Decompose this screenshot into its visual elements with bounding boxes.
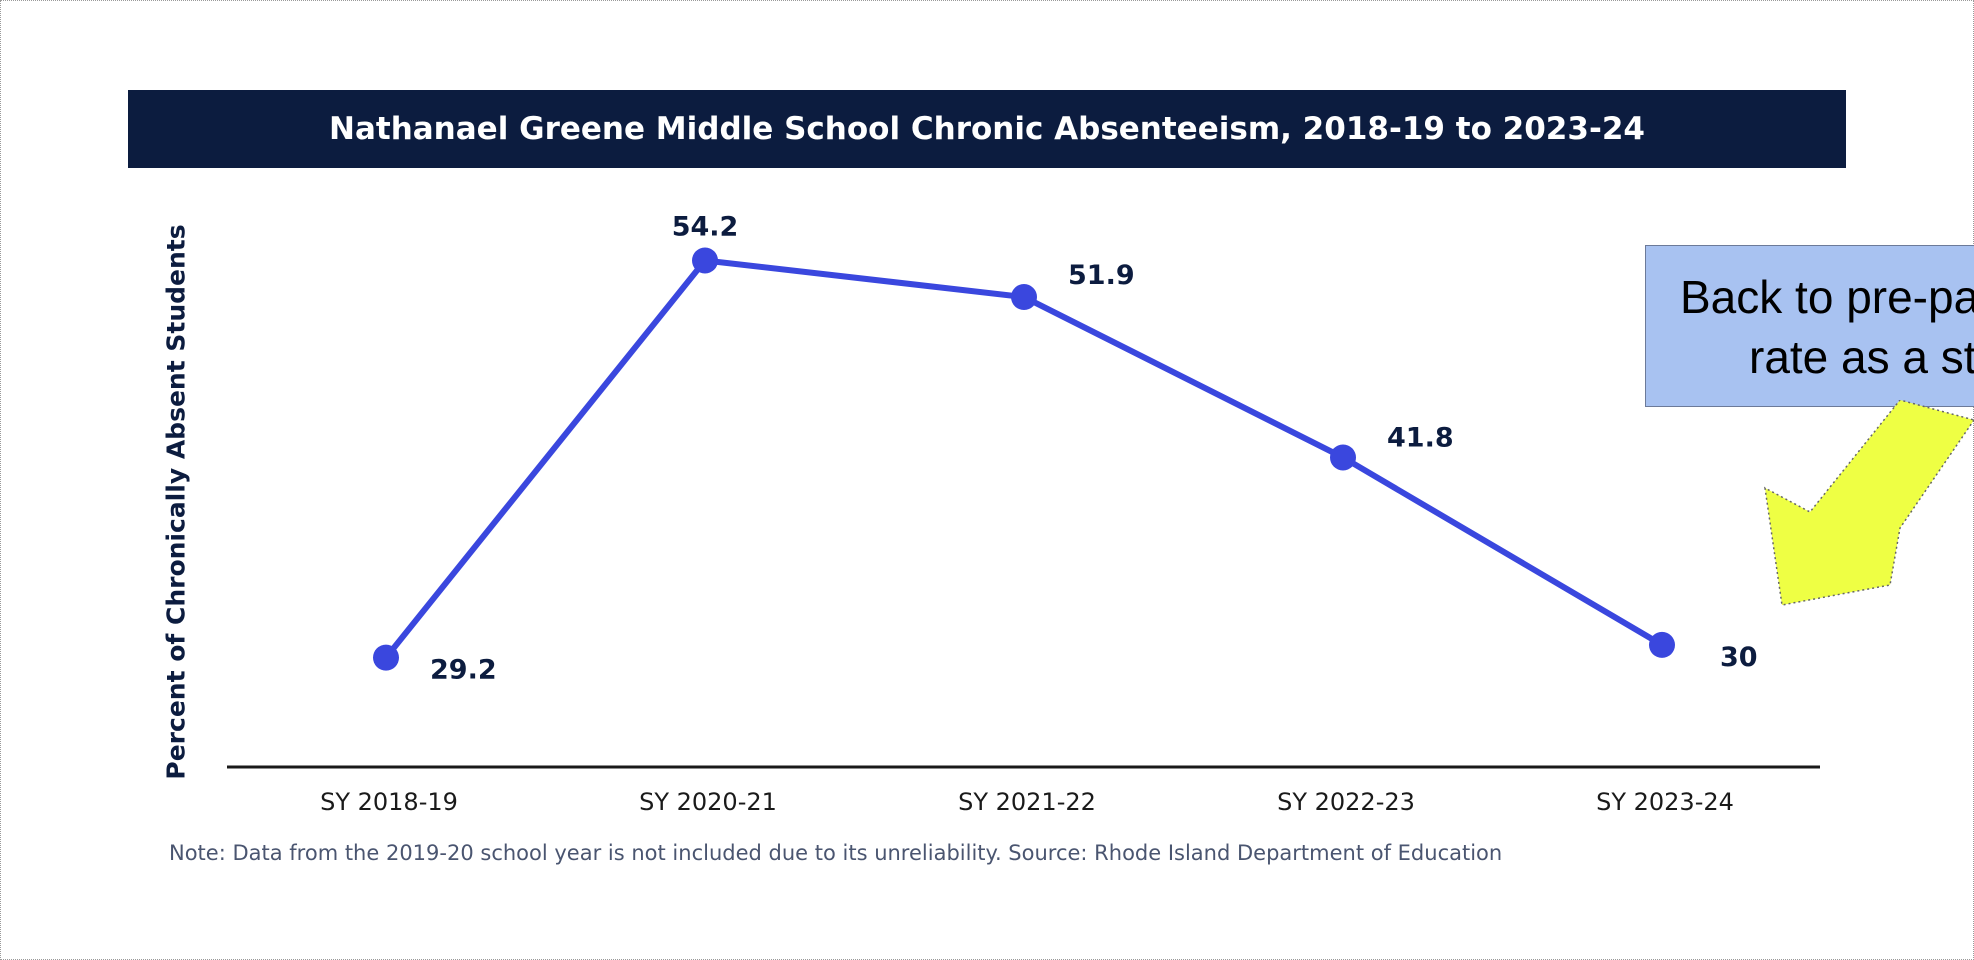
callout-box: Back to pre-pandemic rate as a start — [1645, 245, 1974, 407]
data-label: 29.2 — [430, 655, 497, 686]
data-point — [1011, 284, 1037, 311]
data-label: 30 — [1720, 642, 1758, 673]
callout-text-line2: rate as a start — [1749, 331, 1974, 383]
data-label: 41.8 — [1387, 422, 1454, 453]
chart-note: Note: Data from the 2019-20 school year … — [169, 841, 1503, 865]
callout-text-line1: Back to pre-pandemic — [1680, 271, 1974, 323]
chart-title-bar: Nathanael Greene Middle School Chronic A… — [128, 90, 1846, 168]
data-point — [1649, 631, 1675, 658]
x-tick-label: SY 2018-19 — [320, 788, 458, 816]
x-tick-label: SY 2022-23 — [1277, 788, 1415, 816]
chart-title: Nathanael Greene Middle School Chronic A… — [329, 111, 1645, 147]
data-point — [692, 247, 718, 274]
callout-arrow-icon — [1764, 400, 1974, 606]
x-tick-label: SY 2023-24 — [1596, 788, 1734, 816]
series-line — [383, 257, 1664, 660]
data-label: 51.9 — [1068, 260, 1135, 291]
x-tick-label: SY 2020-21 — [639, 788, 777, 816]
x-tick-label: SY 2021-22 — [958, 788, 1096, 816]
data-point — [1330, 444, 1356, 471]
data-label: 54.2 — [672, 211, 739, 242]
data-point — [373, 644, 399, 671]
